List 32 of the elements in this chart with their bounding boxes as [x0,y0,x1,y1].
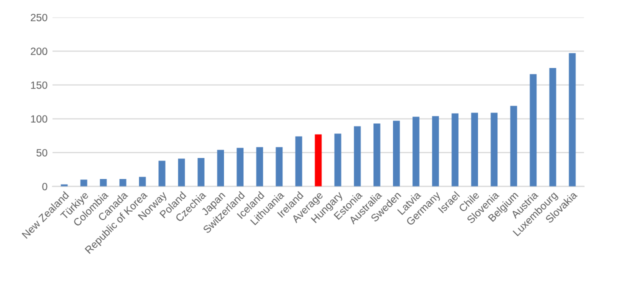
bar [530,74,537,186]
bar [100,178,107,186]
bar [510,106,518,186]
bar [354,126,361,186]
y-tick-label: 200 [30,48,48,56]
bar [373,124,380,186]
y-tick-label: 250 [30,14,48,22]
bar [198,158,204,186]
y-tick-label: 0 [42,182,48,190]
bar [276,147,283,186]
bar [158,160,166,186]
bar [256,147,264,186]
bar [568,53,576,186]
bar [314,134,322,186]
bar [295,136,302,186]
bar [217,150,224,186]
bar [236,148,244,186]
y-tick-label: 100 [31,115,48,123]
bar [393,120,400,186]
bar [471,112,478,186]
bar [334,134,342,186]
bar [549,68,556,186]
bar [138,176,146,186]
bar [80,180,88,186]
bar [178,158,185,186]
bar [490,112,498,186]
bar [119,178,126,186]
y-tick-label: 150 [31,81,48,89]
bar [412,116,420,186]
bar [452,113,458,186]
y-tick-label: 50 [36,149,48,156]
bar [432,116,439,186]
